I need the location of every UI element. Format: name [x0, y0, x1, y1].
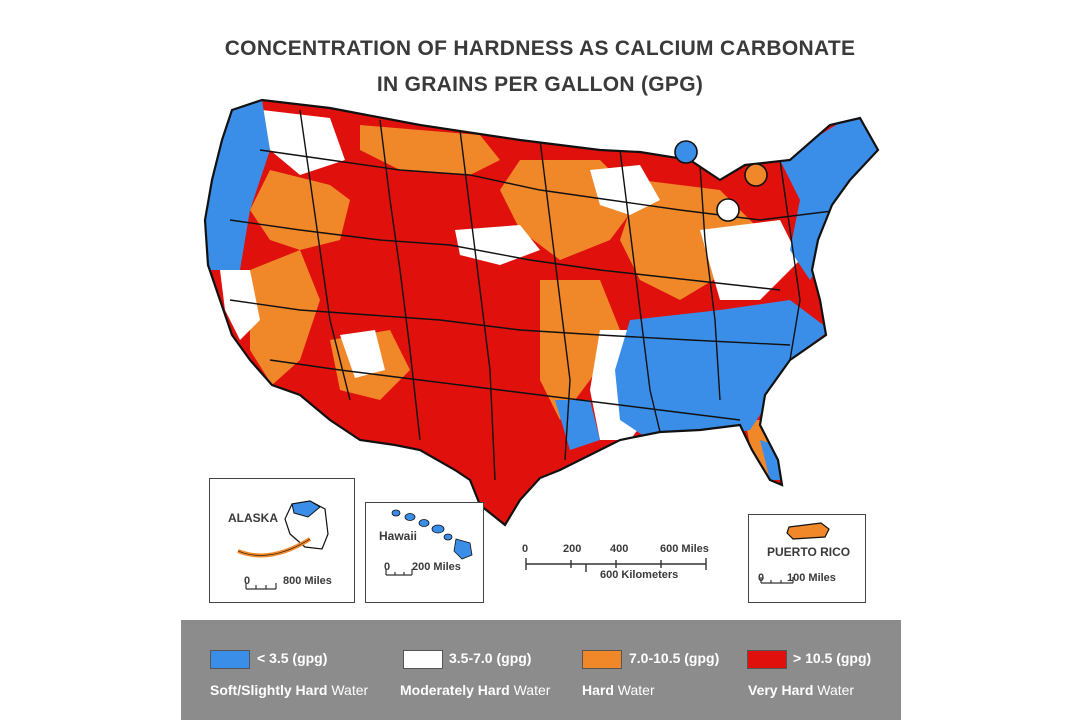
main-map-scale-bar — [525, 558, 707, 572]
legend-desc-moderate-normal: Water — [509, 682, 551, 698]
lake-huron-marker — [716, 198, 740, 222]
hawaii-islands — [385, 509, 473, 576]
puerto-rico-scale-value: 100 Miles — [787, 572, 836, 584]
puerto-rico-scale-zero: 0 — [758, 572, 765, 584]
legend-swatch-hard — [582, 650, 622, 669]
hard-region-west — [250, 250, 320, 385]
soft-region-southeast — [615, 300, 830, 440]
hard-region-mississippi — [540, 280, 620, 420]
alaska-scale-zero: 0 — [244, 575, 251, 587]
legend-desc-hard: Hard Water — [582, 682, 655, 698]
moderate-region-california — [220, 270, 260, 340]
legend-swatch-soft — [210, 650, 250, 669]
main-scale-tick-600: 600 Miles — [660, 543, 709, 555]
legend-swatch-moderate — [403, 650, 443, 669]
puerto-rico-inset: PUERTO RICO 0 100 Miles — [748, 514, 866, 603]
us-hardness-map — [203, 98, 880, 527]
hawaii-label: Hawaii — [379, 529, 418, 543]
legend-range-very-hard: > 10.5 (gpg) — [793, 650, 872, 666]
legend-desc-very-hard-normal: Water — [813, 682, 855, 698]
legend-desc-moderate-bold: Moderately Hard — [400, 682, 510, 698]
legend-desc-hard-bold: Hard — [582, 682, 614, 698]
contiguous-us-regions — [205, 100, 878, 525]
map-title-line2: IN GRAINS PER GALLON (GPG) — [376, 73, 704, 96]
soft-region-new-england — [780, 110, 878, 280]
puerto-rico-shape — [760, 522, 830, 584]
main-scale-tick-200: 200 — [563, 543, 582, 555]
legend: < 3.5 (gpg) Soft/Slightly Hard Water 3.5… — [181, 620, 901, 720]
main-scale-tick-400: 400 — [610, 543, 629, 555]
soft-region-florida — [760, 440, 782, 480]
hawaii-scale-value: 200 Miles — [412, 561, 461, 573]
legend-desc-moderate: Moderately Hard Water — [400, 682, 550, 698]
legend-swatch-very-hard — [747, 650, 787, 669]
legend-desc-soft: Soft/Slightly Hard Water — [210, 682, 368, 698]
moderate-region-nevada — [340, 330, 385, 378]
alaska-label: ALASKA — [228, 511, 278, 525]
puerto-rico-label: PUERTO RICO — [767, 545, 851, 559]
hard-region-northern-plains — [360, 125, 500, 175]
alaska-scale-value: 800 Miles — [283, 575, 332, 587]
lake-superior-marker — [674, 140, 698, 164]
legend-range-moderate: 3.5-7.0 (gpg) — [449, 650, 532, 666]
legend-desc-hard-normal: Water — [613, 682, 655, 698]
alaska-shape — [237, 500, 329, 590]
main-scale-tick-0: 0 — [522, 543, 529, 555]
legend-range-hard: 7.0-10.5 (gpg) — [629, 650, 720, 666]
hawaii-inset: Hawaii 0 200 Miles — [365, 502, 484, 603]
main-scale-kilometers: 600 Kilometers — [600, 569, 679, 581]
map-title-line1: CONCENTRATION OF HARDNESS AS CALCIUM CAR… — [224, 37, 856, 60]
legend-desc-soft-normal: Water — [327, 682, 369, 698]
legend-desc-soft-bold: Soft/Slightly Hard — [210, 682, 328, 698]
legend-desc-very-hard-bold: Very Hard — [748, 682, 814, 698]
alaska-inset: ALASKA 0 800 Miles — [209, 478, 355, 603]
hard-region-northwest — [250, 170, 350, 250]
legend-range-soft: < 3.5 (gpg) — [257, 650, 328, 666]
moderate-region-appalachia — [700, 220, 800, 300]
legend-desc-very-hard: Very Hard Water — [748, 682, 854, 698]
hawaii-scale-zero: 0 — [384, 561, 391, 573]
watershed-borders — [229, 109, 841, 481]
lake-ontario-marker — [744, 163, 768, 187]
